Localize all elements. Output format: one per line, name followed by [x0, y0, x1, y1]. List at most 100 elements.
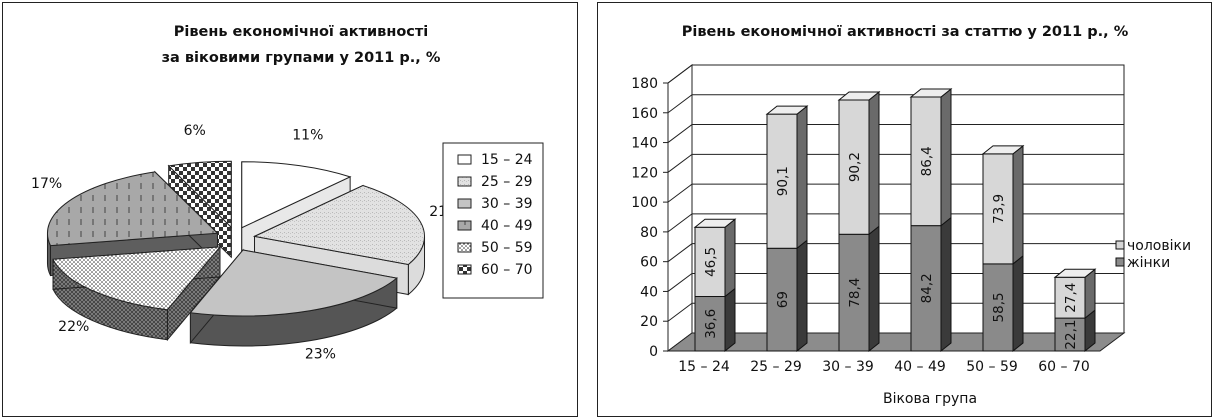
- bar-data-label: 86,4: [919, 146, 935, 176]
- pie-slice-top: [167, 160, 232, 229]
- bar-data-label: 46,5: [703, 247, 719, 277]
- bar-gridline: [667, 243, 1124, 263]
- bar-x-tick-label: 15 – 24: [678, 359, 730, 375]
- bar-back-wall: [691, 64, 1125, 334]
- pie-slices: [46, 160, 426, 347]
- pie-legend-swatch: [457, 154, 472, 165]
- bar-x-tick-label: 60 – 70: [1038, 359, 1090, 375]
- bar-segment-side: [868, 90, 880, 236]
- bar-y-tick-label: 160: [631, 106, 658, 122]
- bar-chart-panel: Рівень економічної активності за статтю …: [597, 2, 1212, 417]
- pie-slice-label: 22%: [58, 319, 89, 335]
- bar-segment: [838, 99, 870, 235]
- bar-title: Рівень економічної активності за статтю …: [682, 24, 1129, 40]
- bar-x-axis: 15 – 24 25 – 29 30 – 39 40 – 49 50 – 59 60 – …: [678, 359, 1090, 375]
- bar-gridline: [667, 94, 1124, 114]
- bar-x-tick-label: 25 – 29: [750, 359, 802, 375]
- bar-y-tick-label: 40: [640, 284, 658, 300]
- bar-y-tick-label: 100: [631, 195, 658, 211]
- bar-stack: 69 90,1: [765, 105, 809, 353]
- pie-slice: [189, 248, 398, 347]
- bar-y-tick-label: 0: [649, 344, 658, 360]
- bar-data-label: 36,6: [703, 309, 719, 339]
- pie-legend-swatch: [457, 198, 472, 209]
- bar-segment-side: [868, 225, 880, 353]
- bar-x-tick-label: 50 – 59: [966, 359, 1018, 375]
- pie-title-line1: Рівень економічної активності: [174, 24, 429, 40]
- bar-legend-swatch: [1115, 240, 1125, 250]
- pie-chart: Рівень економічної активності за віковим…: [31, 24, 544, 362]
- bar-data-label: 84,2: [919, 273, 935, 303]
- pie-chart-panel: Рівень економічної активності за віковим…: [2, 2, 578, 417]
- bar-gridline: [667, 272, 1124, 292]
- bar-segment: [766, 113, 798, 249]
- bar-stack: 84,2 86,4: [909, 87, 953, 353]
- pie-legend: 15 – 24 25 – 29 30 – 39 40 – 49 50 – 59 60 – …: [442, 142, 544, 299]
- pie-slice: [52, 245, 222, 342]
- bar-segment: [694, 296, 726, 352]
- bar-data-label: 78,4: [847, 278, 863, 308]
- pie-legend-entry: 30 – 39: [481, 196, 533, 212]
- bar-gridline: [667, 183, 1124, 203]
- bar-data-label: 90,1: [775, 166, 791, 196]
- bar-y-tick-label: 180: [631, 76, 658, 92]
- bar-segment-top: [1053, 268, 1097, 278]
- bar-segment-side: [940, 87, 952, 227]
- bar-segment-side: [1012, 144, 1024, 265]
- stacked-bar-chart: Рівень економічної активності за статтю …: [631, 24, 1191, 407]
- bar-data-label: 90,2: [847, 152, 863, 182]
- bar-x-axis-label: Вікова група: [883, 391, 977, 407]
- bar-stack: 36,6 46,5: [693, 218, 737, 353]
- pie-slice-top: [241, 161, 352, 229]
- bar-data-label: 27,4: [1063, 283, 1079, 313]
- bar-segment: [982, 153, 1014, 265]
- bar-segment-side: [724, 287, 736, 353]
- bar-legend-entry: жінки: [1127, 255, 1170, 271]
- pie-slice-top: [46, 171, 219, 247]
- bar-gridline: [667, 64, 1124, 84]
- bar-legend-swatch: [1115, 257, 1125, 267]
- bar-data-label: 58,5: [991, 292, 1007, 322]
- pie-legend-entry: 50 – 59: [481, 240, 533, 256]
- pie-slice-top: [52, 246, 222, 311]
- bar-segment-side: [724, 218, 736, 298]
- pie-slice-top: [189, 249, 398, 317]
- bar-segment-top: [909, 88, 953, 98]
- bar-data-label: 69: [775, 291, 791, 308]
- pie-slice-label: 11%: [292, 127, 323, 143]
- pie-legend-swatch: [457, 242, 472, 253]
- bar-side-wall: [667, 64, 693, 352]
- pie-legend-entry: 60 – 70: [481, 262, 533, 278]
- pie-slice-label: 6%: [184, 123, 206, 139]
- bar-segment-top: [765, 105, 809, 115]
- pie-slice-label: 17%: [31, 176, 62, 192]
- bar-y-tick-label: 120: [631, 165, 658, 181]
- bar-x-tick-label: 30 – 39: [822, 359, 874, 375]
- bar-data-label: 73,9: [991, 194, 1007, 224]
- pie-legend-entry: 15 – 24: [481, 152, 533, 168]
- pie-legend-swatch: [457, 220, 472, 231]
- bar-series: 36,6 46,5 69 90,1 78,4 90,2 84,2 86,4 58,5 73,9 22…: [693, 87, 1097, 353]
- bar-stack: 58,5 73,9: [981, 144, 1025, 353]
- bar-legend-entry: чоловіки: [1127, 238, 1191, 254]
- bar-segment-side: [796, 239, 808, 353]
- bar-y-tick-label: 20: [640, 314, 658, 330]
- bar-y-tick-label: 80: [640, 225, 658, 241]
- bar-gridline: [667, 213, 1124, 233]
- pie-legend-entry: 25 – 29: [481, 174, 533, 190]
- bar-segment: [1054, 317, 1086, 352]
- bar-segment-side: [1012, 254, 1024, 353]
- bar-y-tick-label: 60: [640, 255, 658, 271]
- bar-x-tick-label: 40 – 49: [894, 359, 946, 375]
- bar-segment-side: [796, 105, 808, 250]
- bar-gridline: [667, 153, 1124, 173]
- bar-segment-top: [837, 91, 881, 101]
- bar-segment-side: [940, 216, 952, 353]
- bar-segment: [1054, 276, 1086, 319]
- pie-legend-swatch: [457, 176, 472, 187]
- bar-stack: 22,1 27,4: [1053, 268, 1097, 353]
- bar-stack: 78,4 90,2: [837, 90, 881, 353]
- pie-legend-entry: 40 – 49: [481, 218, 533, 234]
- bar-gridline: [667, 124, 1124, 143]
